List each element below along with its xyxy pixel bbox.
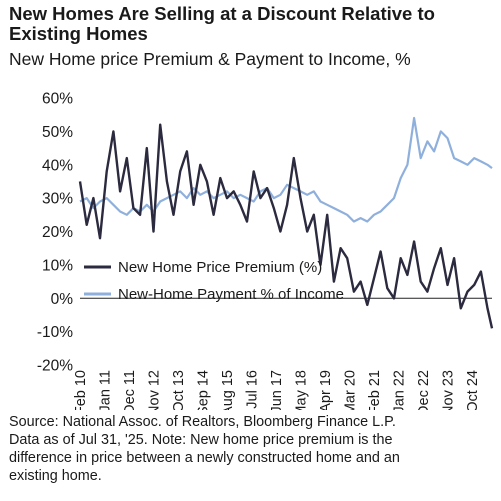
x-tick-label: Jul 16: [244, 370, 260, 409]
line-chart: -20% -10% 0% 10% 20% 30% 40% 50% 60% Feb 10 Jan 11…: [37, 91, 494, 410]
y-tick-label: 60%: [42, 91, 73, 108]
x-tick-label: Nov 12: [146, 370, 162, 410]
source-line: difference in price between a newly cons…: [9, 450, 400, 466]
y-tick-label: 10%: [42, 257, 73, 274]
legend-label: New Home Price Premium (%): [118, 259, 322, 276]
source-note: Source: National Assoc. of Realtors, Blo…: [9, 413, 495, 485]
premium-series-line: [78, 123, 494, 329]
x-tick-label: Nov 23: [440, 370, 456, 410]
x-tick-label: Jan 11: [97, 370, 113, 410]
payment-series-line: [79, 116, 493, 223]
x-tick-label: Aug 15: [220, 370, 236, 410]
x-tick-label: Oct 13: [171, 370, 187, 410]
x-tick-label: Apr 19: [318, 370, 334, 410]
y-tick-label: 40%: [42, 157, 73, 174]
x-tick-label: Dec 11: [122, 370, 138, 410]
x-tick-label: Jan 22: [391, 370, 407, 410]
x-tick-label: Jun 17: [269, 370, 285, 410]
x-tick-label: May 18: [293, 370, 309, 410]
y-tick-label: 50%: [42, 124, 73, 141]
x-tick-label: Mar 20: [342, 370, 358, 410]
x-tick-label: Oct 24: [465, 370, 481, 410]
chart-subtitle: New Home price Premium & Payment to Inco…: [9, 49, 411, 69]
x-tick-label: Feb 21: [367, 370, 383, 410]
source-line: Source: National Assoc. of Realtors, Blo…: [9, 414, 396, 430]
y-tick-label: -20%: [37, 358, 73, 375]
x-tick-label: Feb 10: [73, 370, 89, 410]
source-line: Data as of Jul 31, '25. Note: New home p…: [9, 432, 393, 448]
x-tick-label: Dec 22: [416, 370, 432, 410]
y-tick-label: 0%: [51, 291, 74, 308]
y-tick-label: -10%: [37, 324, 73, 341]
y-tick-label: 30%: [42, 191, 73, 208]
source-line: existing home.: [9, 468, 102, 484]
x-tick-label: Sep 14: [195, 370, 211, 410]
chart-title: New Homes Are Selling at a Discount Rela…: [9, 3, 435, 44]
legend-label: New-Home Payment % of Income: [118, 286, 344, 303]
y-tick-label: 20%: [42, 224, 73, 241]
